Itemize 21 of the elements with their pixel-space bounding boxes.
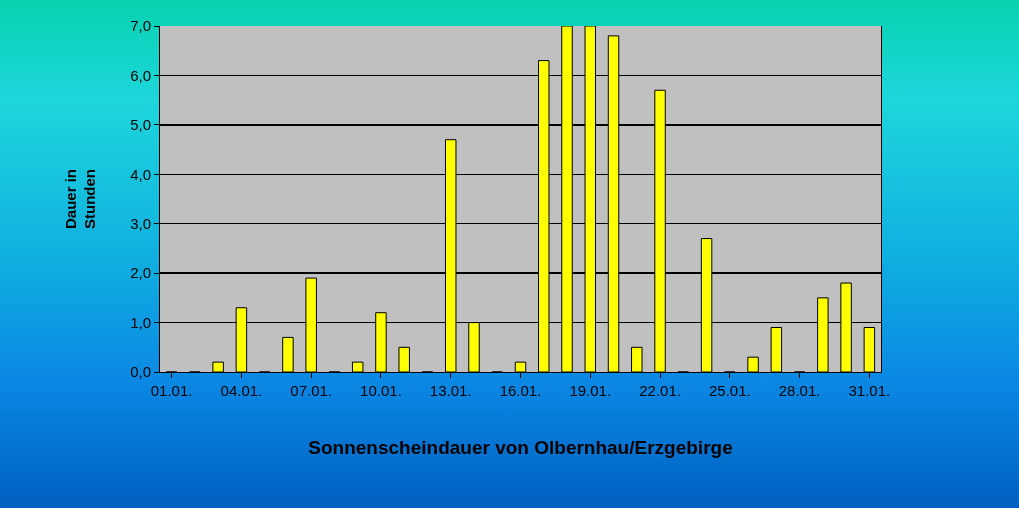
x-tick-label: 07.01. <box>290 382 333 399</box>
x-tick-label: 22.01. <box>639 382 681 399</box>
x-axis-title: Sonnenscheindauer von Olbernhau/Erzgebirge <box>308 436 733 458</box>
x-tick-label: 31.01. <box>848 382 891 399</box>
x-tick-label: 28.01. <box>778 382 821 399</box>
y-tick-label: 0,0 <box>130 363 151 381</box>
x-tick-label: 10.01. <box>360 382 402 399</box>
x-tick-label: 16.01. <box>499 382 542 399</box>
x-tick-label: 04.01. <box>220 382 263 399</box>
y-tick-label: 2,0 <box>130 264 151 282</box>
x-tick-label: 01.01. <box>150 382 193 399</box>
x-tick-label: 19.01. <box>569 382 612 399</box>
y-axis-title: Dauer in Stunden <box>61 168 99 230</box>
x-tick-label: 25.01. <box>708 382 751 399</box>
y-tick-label: 3,0 <box>130 214 151 232</box>
y-tick-label: 7,0 <box>130 17 151 35</box>
y-tick-label: 5,0 <box>130 116 151 134</box>
y-tick-label: 6,0 <box>130 66 151 84</box>
y-tick-label: 4,0 <box>130 165 151 183</box>
y-tick-label: 1,0 <box>130 313 151 331</box>
x-tick-label: 13.01. <box>429 382 472 399</box>
